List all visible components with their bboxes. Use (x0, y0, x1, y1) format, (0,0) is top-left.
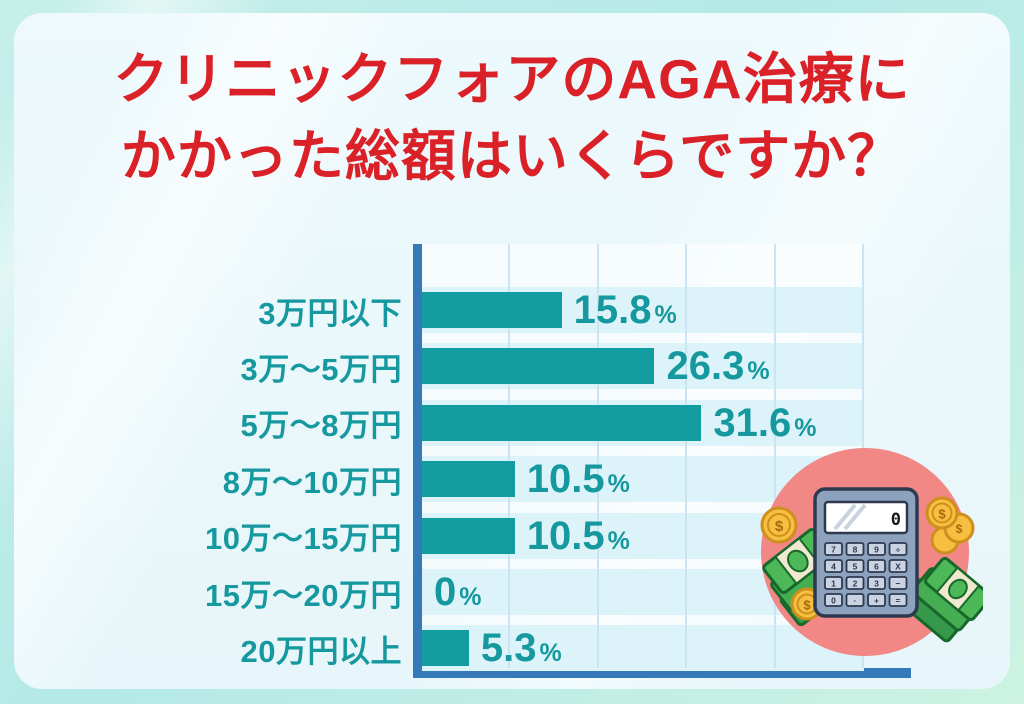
svg-text:5: 5 (853, 562, 858, 572)
calculator-button (867, 542, 886, 556)
calculator-icon: 0 7 8 9 ÷ 4 5 6 X 1 2 3 − 0 · + = (813, 487, 919, 618)
value-unit: % (794, 413, 817, 442)
gridline (596, 244, 599, 668)
value-number: 10.5 (526, 513, 605, 558)
chart-title: クリニックフォアのAGA治療に かかった総額はいくらですか？ (14, 41, 1010, 195)
calculator-button (845, 576, 865, 590)
gridline (685, 244, 688, 668)
svg-text:÷: ÷ (896, 545, 901, 555)
gridline (773, 244, 776, 668)
bar (422, 404, 702, 441)
x-axis-line (413, 668, 911, 678)
calculator-button (867, 559, 886, 573)
value-unit: % (654, 301, 677, 329)
value-unit: % (747, 357, 770, 386)
calculator-button (845, 559, 865, 573)
title-line-1: クリニックフォアのAGA治療に (113, 48, 911, 110)
value-number: 26.3 (666, 344, 745, 389)
calculator-button (845, 593, 865, 607)
svg-text:0: 0 (831, 596, 836, 606)
category-label: 8万〜10万円 (222, 464, 402, 500)
calculator-button (888, 593, 908, 607)
svg-text:4: 4 (831, 562, 836, 572)
value-unit: % (607, 470, 630, 499)
value-label: 10.5% (527, 457, 630, 501)
value-number: 15.8 (573, 288, 652, 332)
svg-text:9: 9 (874, 545, 879, 555)
value-number: 0 (434, 570, 457, 614)
calculator-button (824, 576, 843, 590)
svg-text:7: 7 (831, 545, 836, 555)
value-number: 5.3 (480, 626, 537, 671)
svg-text:−: − (896, 579, 901, 589)
calculator-button (824, 542, 843, 556)
svg-text:6: 6 (874, 562, 879, 572)
card-background: クリニックフォアのAGA治療に かかった総額はいくらですか？ 3万円以下 15.8… (14, 13, 1010, 689)
coin-stack-icon: $ $ (925, 496, 975, 555)
row-band (422, 625, 864, 672)
svg-text:$: $ (938, 507, 946, 522)
svg-text:3: 3 (874, 579, 879, 589)
svg-text:$: $ (775, 518, 784, 535)
value-unit: % (607, 526, 630, 555)
svg-text:·: · (854, 596, 857, 606)
bar-chart: 3万円以下 15.8% 3万〜5万円 26.3% 5万〜8万円 31.6% 8万〜10万円 1… (14, 13, 1010, 689)
bar (422, 292, 562, 328)
coin-icon: $ (760, 506, 798, 544)
calculator-buttons: 7 8 9 ÷ 4 5 6 X 1 2 3 − 0 · + = (824, 542, 908, 607)
bar (422, 348, 655, 385)
value-label: 31.6% (713, 401, 816, 445)
svg-text:$: $ (803, 598, 811, 613)
calculator-display: 0 (891, 510, 901, 530)
bar (422, 461, 515, 498)
money-bills-icon (899, 556, 983, 643)
category-label: 10万〜15万円 (205, 521, 402, 557)
category-label: 5万〜8万円 (240, 408, 402, 444)
calculator-button (867, 593, 886, 607)
bar (422, 517, 515, 554)
svg-text:X: X (895, 562, 901, 572)
bar (422, 630, 469, 667)
svg-text:+: + (874, 596, 879, 606)
svg-text:8: 8 (853, 545, 858, 555)
calculator-button (845, 542, 865, 556)
title-line-2: かかった総額はいくらですか？ (120, 125, 904, 187)
category-label: 15万〜20万円 (205, 577, 402, 613)
value-label: 0% (434, 570, 481, 614)
value-label: 15.8% (574, 288, 677, 332)
svg-text:$: $ (956, 522, 963, 536)
category-label: 3万円以下 (258, 295, 402, 331)
calculator-button (824, 559, 843, 573)
value-unit: % (539, 639, 562, 668)
category-label: 3万〜5万円 (240, 351, 402, 387)
gridline (508, 244, 511, 668)
calculator-button (888, 559, 908, 573)
value-label: 5.3% (481, 626, 562, 670)
svg-text:2: 2 (853, 579, 858, 589)
value-number: 31.6 (713, 400, 792, 445)
value-label: 10.5% (527, 514, 630, 558)
y-axis-line (413, 244, 422, 678)
svg-text:=: = (896, 596, 901, 606)
calculator-button (824, 593, 843, 607)
value-number: 10.5 (526, 457, 605, 502)
calculator-button (888, 542, 908, 556)
value-label: 26.3% (666, 344, 769, 388)
calculator-money-illustration: $ $ $ $ (760, 448, 983, 656)
calculator-button (867, 576, 886, 590)
svg-text:1: 1 (831, 579, 836, 589)
calculator-button (888, 576, 908, 590)
value-unit: % (459, 583, 482, 611)
category-label: 20万円以上 (240, 633, 402, 669)
